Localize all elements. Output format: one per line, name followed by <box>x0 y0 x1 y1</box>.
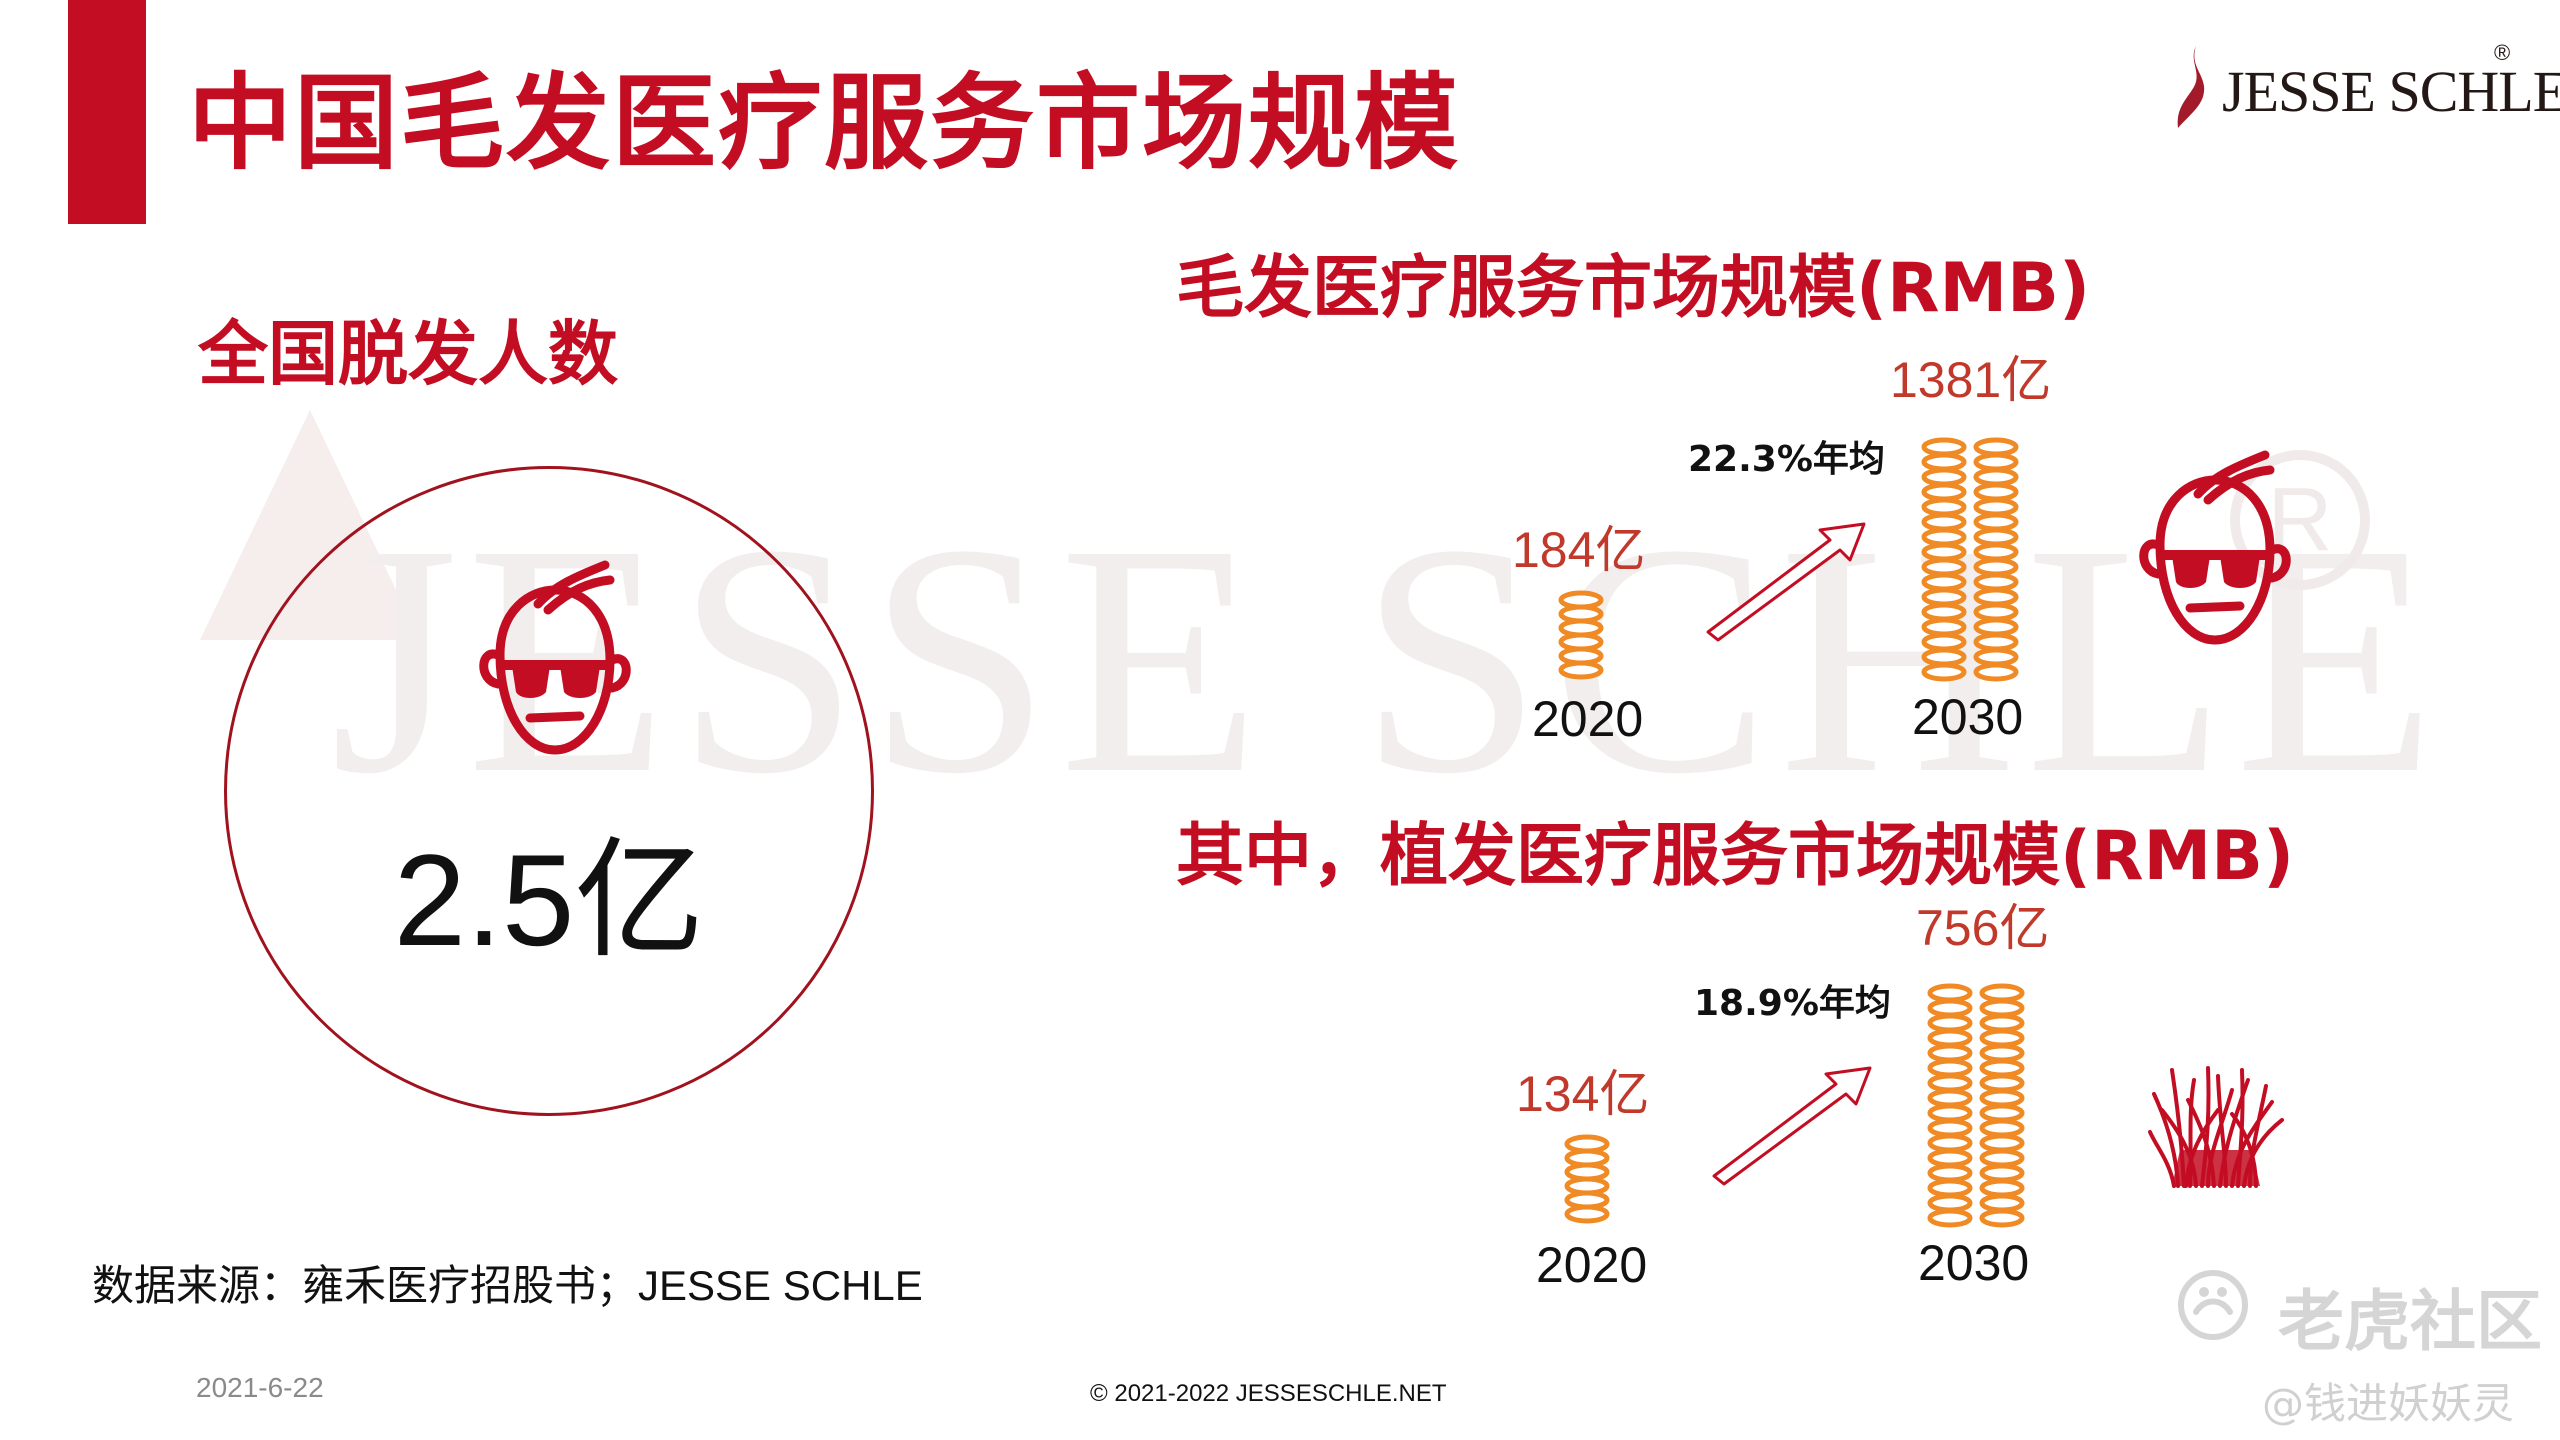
bald-face-icon <box>479 560 631 755</box>
transplant-growth-arrow-icon <box>1712 1066 1872 1186</box>
site-watermark-brand: 老虎社区 <box>2278 1283 2542 1360</box>
hair-grass-icon <box>2148 1066 2284 1188</box>
logo-registered-mark: ® <box>2494 40 2511 65</box>
market-2030-value: 1381亿 <box>1890 352 2052 408</box>
hair-loss-population-value: 2.5亿 <box>393 827 705 973</box>
brand-logo: JESSE SCHLE ® <box>2170 40 2560 130</box>
data-source-label: 数据来源：雍禾医疗招股书； <box>92 1261 639 1310</box>
page-title: 中国毛发医疗服务市场规模 <box>188 62 1461 184</box>
footer-date: 2021-6-22 <box>196 1372 324 1403</box>
bald-face-small-icon <box>2139 450 2291 645</box>
logo-text: JESSE SCHLE <box>2222 59 2560 124</box>
data-source-note: 数据来源：雍禾医疗招股书；JESSE SCHLE <box>92 1252 923 1313</box>
market-2020-value: 184亿 <box>1512 522 1646 578</box>
site-watermark-paw-icon <box>2178 1270 2248 1340</box>
background-watermark-registered: R <box>2230 450 2370 590</box>
site-watermark-user: @钱进妖妖灵 <box>2262 1379 2515 1428</box>
transplant-growth-rate: 18.9%年均 <box>1694 983 1891 1024</box>
market-2020-coin-stack <box>1558 590 1604 680</box>
transplant-2030-coin-stack <box>1927 983 2025 1228</box>
market-size-title: 毛发医疗服务市场规模(RMB) <box>1176 249 2091 328</box>
transplant-2020-value: 134亿 <box>1516 1066 1650 1122</box>
header-accent-bar <box>68 0 146 224</box>
market-2030-coin-stack <box>1921 437 2019 682</box>
footer-copyright: © 2021-2022 JESSESCHLE.NET <box>1090 1380 1447 1407</box>
transplant-2020-coin-stack <box>1564 1134 1610 1224</box>
market-growth-rate: 22.3%年均 <box>1688 439 1885 480</box>
market-2030-year: 2030 <box>1912 689 2024 745</box>
logo-mark-icon <box>2177 46 2205 128</box>
hair-loss-population-heading: 全国脱发人数 <box>198 313 618 395</box>
market-growth-arrow-icon <box>1706 522 1866 642</box>
transplant-2020-year: 2020 <box>1536 1237 1648 1293</box>
market-2020-year: 2020 <box>1532 691 1644 747</box>
population-circle <box>224 466 874 1116</box>
transplant-market-title: 其中，植发医疗服务市场规模(RMB) <box>1176 817 2295 896</box>
transplant-2030-value: 756亿 <box>1916 900 2050 956</box>
transplant-2030-year: 2030 <box>1918 1235 2030 1291</box>
data-source-brand: JESSE SCHLE <box>638 1262 923 1309</box>
